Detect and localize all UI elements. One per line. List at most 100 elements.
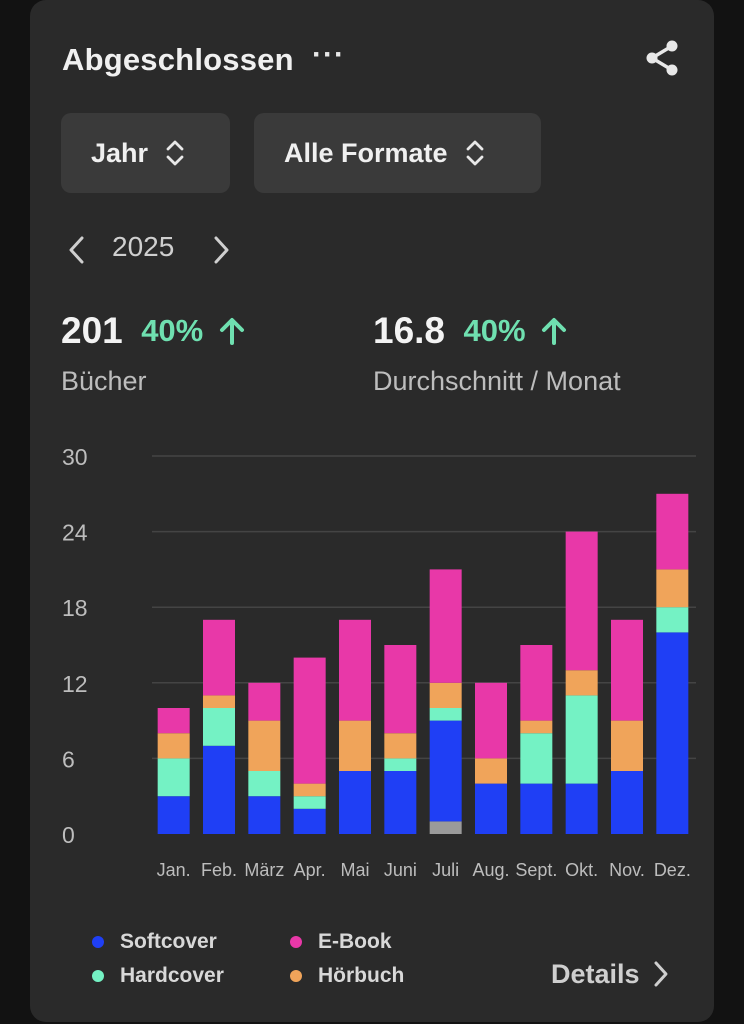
bar-segment-hardcover [157, 758, 190, 797]
bar-segment-hoerbuch [475, 758, 507, 784]
bar-segment-hardcover [203, 708, 235, 746]
bar-segment-ebook [293, 657, 326, 784]
legend-softcover-swatch [92, 936, 104, 948]
bar-segment-ebook [656, 493, 689, 570]
arrow-up-icon [541, 318, 566, 345]
x-tick-label: Nov. [609, 860, 645, 880]
x-tick-label: Mai [340, 860, 369, 880]
books-stat: 201 40% Bücher [61, 310, 246, 397]
books-label: Bücher [61, 366, 147, 396]
bar-segment-softcover [656, 632, 689, 834]
average-label: Durchschnitt / Monat [373, 366, 621, 396]
bar-segment-softcover [429, 720, 462, 822]
legend-hoerbuch-swatch [290, 970, 302, 982]
card-header: Abgeschlossen ··· [62, 38, 682, 78]
x-tick-label: Sept. [515, 860, 557, 880]
bar-segment-softcover [565, 783, 598, 834]
y-tick-label: 12 [62, 671, 88, 697]
bar-segment-softcover [157, 796, 190, 834]
bar-segment-hardcover [248, 771, 281, 797]
x-tick-label: Apr. [294, 860, 326, 880]
bar-segment-other [429, 821, 462, 834]
updown-chevron-icon [166, 140, 184, 166]
format-select[interactable]: Alle Formate [254, 113, 541, 193]
bar-segment-ebook [248, 682, 281, 721]
updown-chevron-icon [466, 140, 483, 166]
y-tick-label: 30 [62, 444, 88, 470]
bar-segment-ebook [520, 645, 553, 721]
x-tick-label: Feb. [201, 860, 237, 880]
legend-ebook: E-Book [290, 928, 392, 956]
y-tick-label: 24 [62, 520, 88, 546]
share-icon[interactable] [642, 38, 682, 78]
legend-softcover: Softcover [92, 928, 217, 956]
bar-segment-hoerbuch [565, 670, 598, 696]
average-stat: 16.8 40% Durchschnitt / Monat [373, 310, 621, 397]
period-select[interactable]: Jahr [61, 113, 230, 193]
period-select-value: Jahr [91, 137, 149, 168]
legend-hoerbuch: Hörbuch [290, 962, 404, 990]
bar-segment-softcover [339, 771, 371, 834]
x-tick-label: März [244, 860, 284, 880]
bar-segment-hardcover [656, 607, 689, 633]
average-value: 16.8 [373, 310, 446, 351]
legend-hardcover: Hardcover [92, 962, 224, 990]
bar-segment-hoerbuch [520, 720, 553, 734]
bar-segment-hoerbuch [339, 720, 371, 771]
chevron-right-icon [654, 961, 668, 987]
bar-segment-softcover [384, 771, 417, 834]
bar-segment-ebook [429, 569, 462, 683]
current-year: 2025 [112, 231, 175, 262]
x-tick-label: Dez. [654, 860, 691, 880]
bar-segment-ebook [611, 619, 643, 721]
chevron-right-icon[interactable] [210, 234, 232, 266]
bar-segment-hardcover [293, 796, 326, 809]
chart-legend: Softcover E-Book Hardcover Hörbuch [92, 928, 452, 998]
x-tick-label: Juli [432, 860, 459, 880]
bar-segment-ebook [565, 531, 598, 671]
x-tick-label: Aug. [472, 860, 509, 880]
bar-segment-softcover [293, 808, 326, 834]
card-title: Abgeschlossen [62, 42, 294, 77]
x-tick-label: Okt. [565, 860, 598, 880]
bar-segment-ebook [384, 645, 417, 734]
arrow-up-icon [219, 318, 244, 345]
legend-hardcover-swatch [92, 970, 104, 982]
bar-segment-softcover [520, 783, 553, 834]
bar-segment-ebook [203, 619, 235, 696]
x-tick-label: Juni [384, 860, 417, 880]
bar-segment-softcover [611, 771, 643, 834]
bar-segment-softcover [248, 796, 281, 834]
y-tick-label: 6 [62, 746, 75, 772]
year-navigator: 2025 [62, 228, 262, 272]
legend-hoerbuch-label: Hörbuch [318, 964, 405, 987]
bar-segment-hardcover [565, 695, 598, 784]
more-options-button[interactable]: ··· [312, 38, 345, 71]
y-tick-label: 0 [62, 822, 75, 848]
completed-card: Abgeschlossen ··· Jahr Alle Formate 2025 [30, 0, 714, 1022]
chevron-left-icon[interactable] [66, 234, 88, 266]
details-link[interactable]: Details [551, 954, 670, 994]
bar-segment-hardcover [429, 708, 462, 721]
details-label: Details [551, 958, 640, 989]
bar-segment-ebook [475, 682, 507, 759]
y-tick-label: 18 [62, 595, 88, 621]
bar-segment-hardcover [520, 733, 553, 784]
bar-segment-hoerbuch [384, 733, 417, 759]
bar-segment-hoerbuch [429, 682, 462, 708]
bar-segment-hoerbuch [293, 783, 326, 797]
monthly-bar-chart: 0 6 12 18 24 30 Jan. Feb. März Apr. Mai Juni Juli Aug… [62, 444, 696, 880]
bar-segment-hoerbuch [611, 720, 643, 771]
books-count: 201 [61, 310, 123, 351]
average-change: 40% [463, 313, 526, 348]
bar-segment-softcover [475, 783, 507, 834]
legend-ebook-swatch [290, 936, 302, 948]
bar-segment-ebook [339, 619, 371, 721]
legend-ebook-label: E-Book [318, 930, 392, 953]
books-change: 40% [141, 313, 204, 348]
x-tick-label: Jan. [157, 860, 191, 880]
legend-softcover-label: Softcover [120, 930, 217, 953]
legend-hardcover-label: Hardcover [120, 964, 224, 987]
bar-segment-hoerbuch [248, 720, 281, 771]
format-select-value: Alle Formate [284, 137, 448, 168]
